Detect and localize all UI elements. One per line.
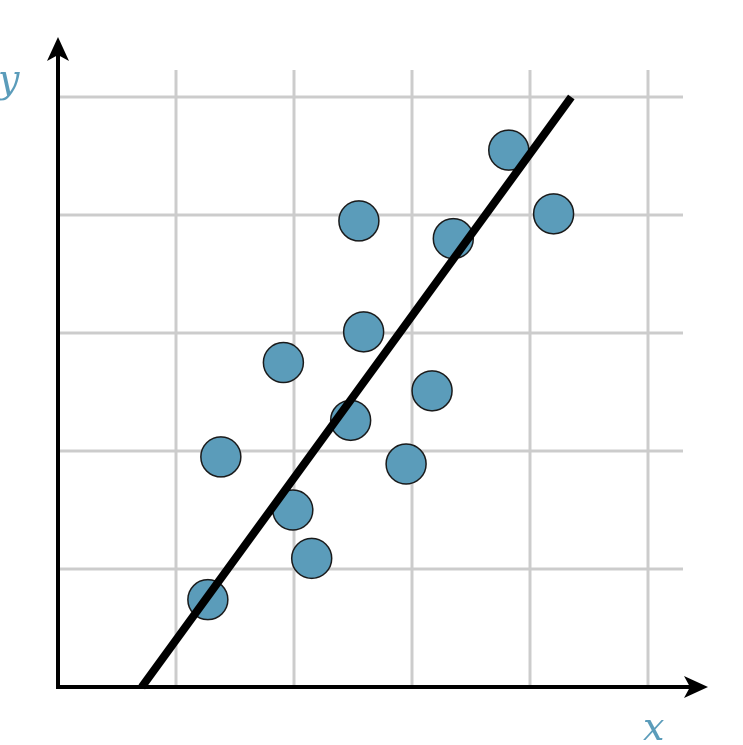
x-axis-arrow xyxy=(684,676,708,698)
y-axis-label: y xyxy=(0,57,20,101)
data-point xyxy=(385,443,427,485)
y-axis-arrow xyxy=(47,37,69,61)
data-points xyxy=(187,129,575,621)
x-axis-label: x xyxy=(643,705,664,745)
axes xyxy=(47,37,708,698)
data-point xyxy=(262,341,305,384)
data-point xyxy=(342,311,385,353)
data-point xyxy=(290,537,333,580)
data-point xyxy=(338,200,380,242)
data-point xyxy=(411,370,453,412)
data-point xyxy=(532,193,575,235)
data-point xyxy=(200,436,242,478)
trend-line xyxy=(138,94,575,690)
